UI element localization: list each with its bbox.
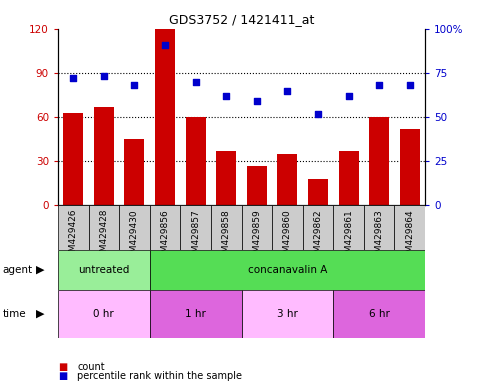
Text: ■: ■ [58,362,67,372]
Bar [242,290,333,338]
Bar [339,151,358,205]
Text: ▶: ▶ [36,265,45,275]
Bar [247,166,267,205]
Point [253,98,261,104]
Bar [63,113,83,205]
Text: GSM429856: GSM429856 [160,209,170,264]
Text: GSM429858: GSM429858 [222,209,231,264]
Bar [395,205,425,250]
Point [130,82,138,88]
Bar [369,117,389,205]
Text: GSM429860: GSM429860 [283,209,292,264]
Text: 6 hr: 6 hr [369,309,390,319]
Text: count: count [77,362,105,372]
Text: GSM429428: GSM429428 [99,209,108,263]
Bar [155,29,175,205]
Text: 0 hr: 0 hr [94,309,114,319]
Point [406,82,413,88]
Text: agent: agent [2,265,32,275]
Text: GSM429859: GSM429859 [252,209,261,264]
Bar [58,205,88,250]
Bar [150,290,242,338]
Bar [125,139,144,205]
Text: 1 hr: 1 hr [185,309,206,319]
Bar [211,205,242,250]
Text: time: time [2,309,26,319]
Text: ▶: ▶ [36,309,45,319]
Point [375,82,383,88]
Text: concanavalin A: concanavalin A [248,265,327,275]
Text: GSM429862: GSM429862 [313,209,323,263]
Text: GSM429857: GSM429857 [191,209,200,264]
Text: GSM429863: GSM429863 [375,209,384,264]
Point [100,73,108,79]
Point [70,75,77,81]
Point [161,41,169,48]
Bar [364,205,395,250]
Bar [277,154,298,205]
Text: ■: ■ [58,371,67,381]
Point [284,88,291,94]
Bar [333,290,425,338]
Text: GDS3752 / 1421411_at: GDS3752 / 1421411_at [169,13,314,26]
Bar [272,205,303,250]
Text: percentile rank within the sample: percentile rank within the sample [77,371,242,381]
Text: GSM429430: GSM429430 [130,209,139,263]
Text: untreated: untreated [78,265,129,275]
Bar [88,205,119,250]
Bar [185,117,206,205]
Bar [119,205,150,250]
Bar [400,129,420,205]
Point [222,93,230,99]
Bar [58,250,150,290]
Bar [333,205,364,250]
Point [345,93,353,99]
Bar [94,107,114,205]
Text: GSM429864: GSM429864 [405,209,414,263]
Bar [308,179,328,205]
Bar [180,205,211,250]
Text: 3 hr: 3 hr [277,309,298,319]
Point [314,111,322,117]
Bar [216,151,236,205]
Bar [58,290,150,338]
Text: GSM429861: GSM429861 [344,209,353,264]
Text: GSM429426: GSM429426 [69,209,78,263]
Point [192,79,199,85]
Bar [242,205,272,250]
Bar [150,205,180,250]
Bar [150,250,425,290]
Bar [303,205,333,250]
